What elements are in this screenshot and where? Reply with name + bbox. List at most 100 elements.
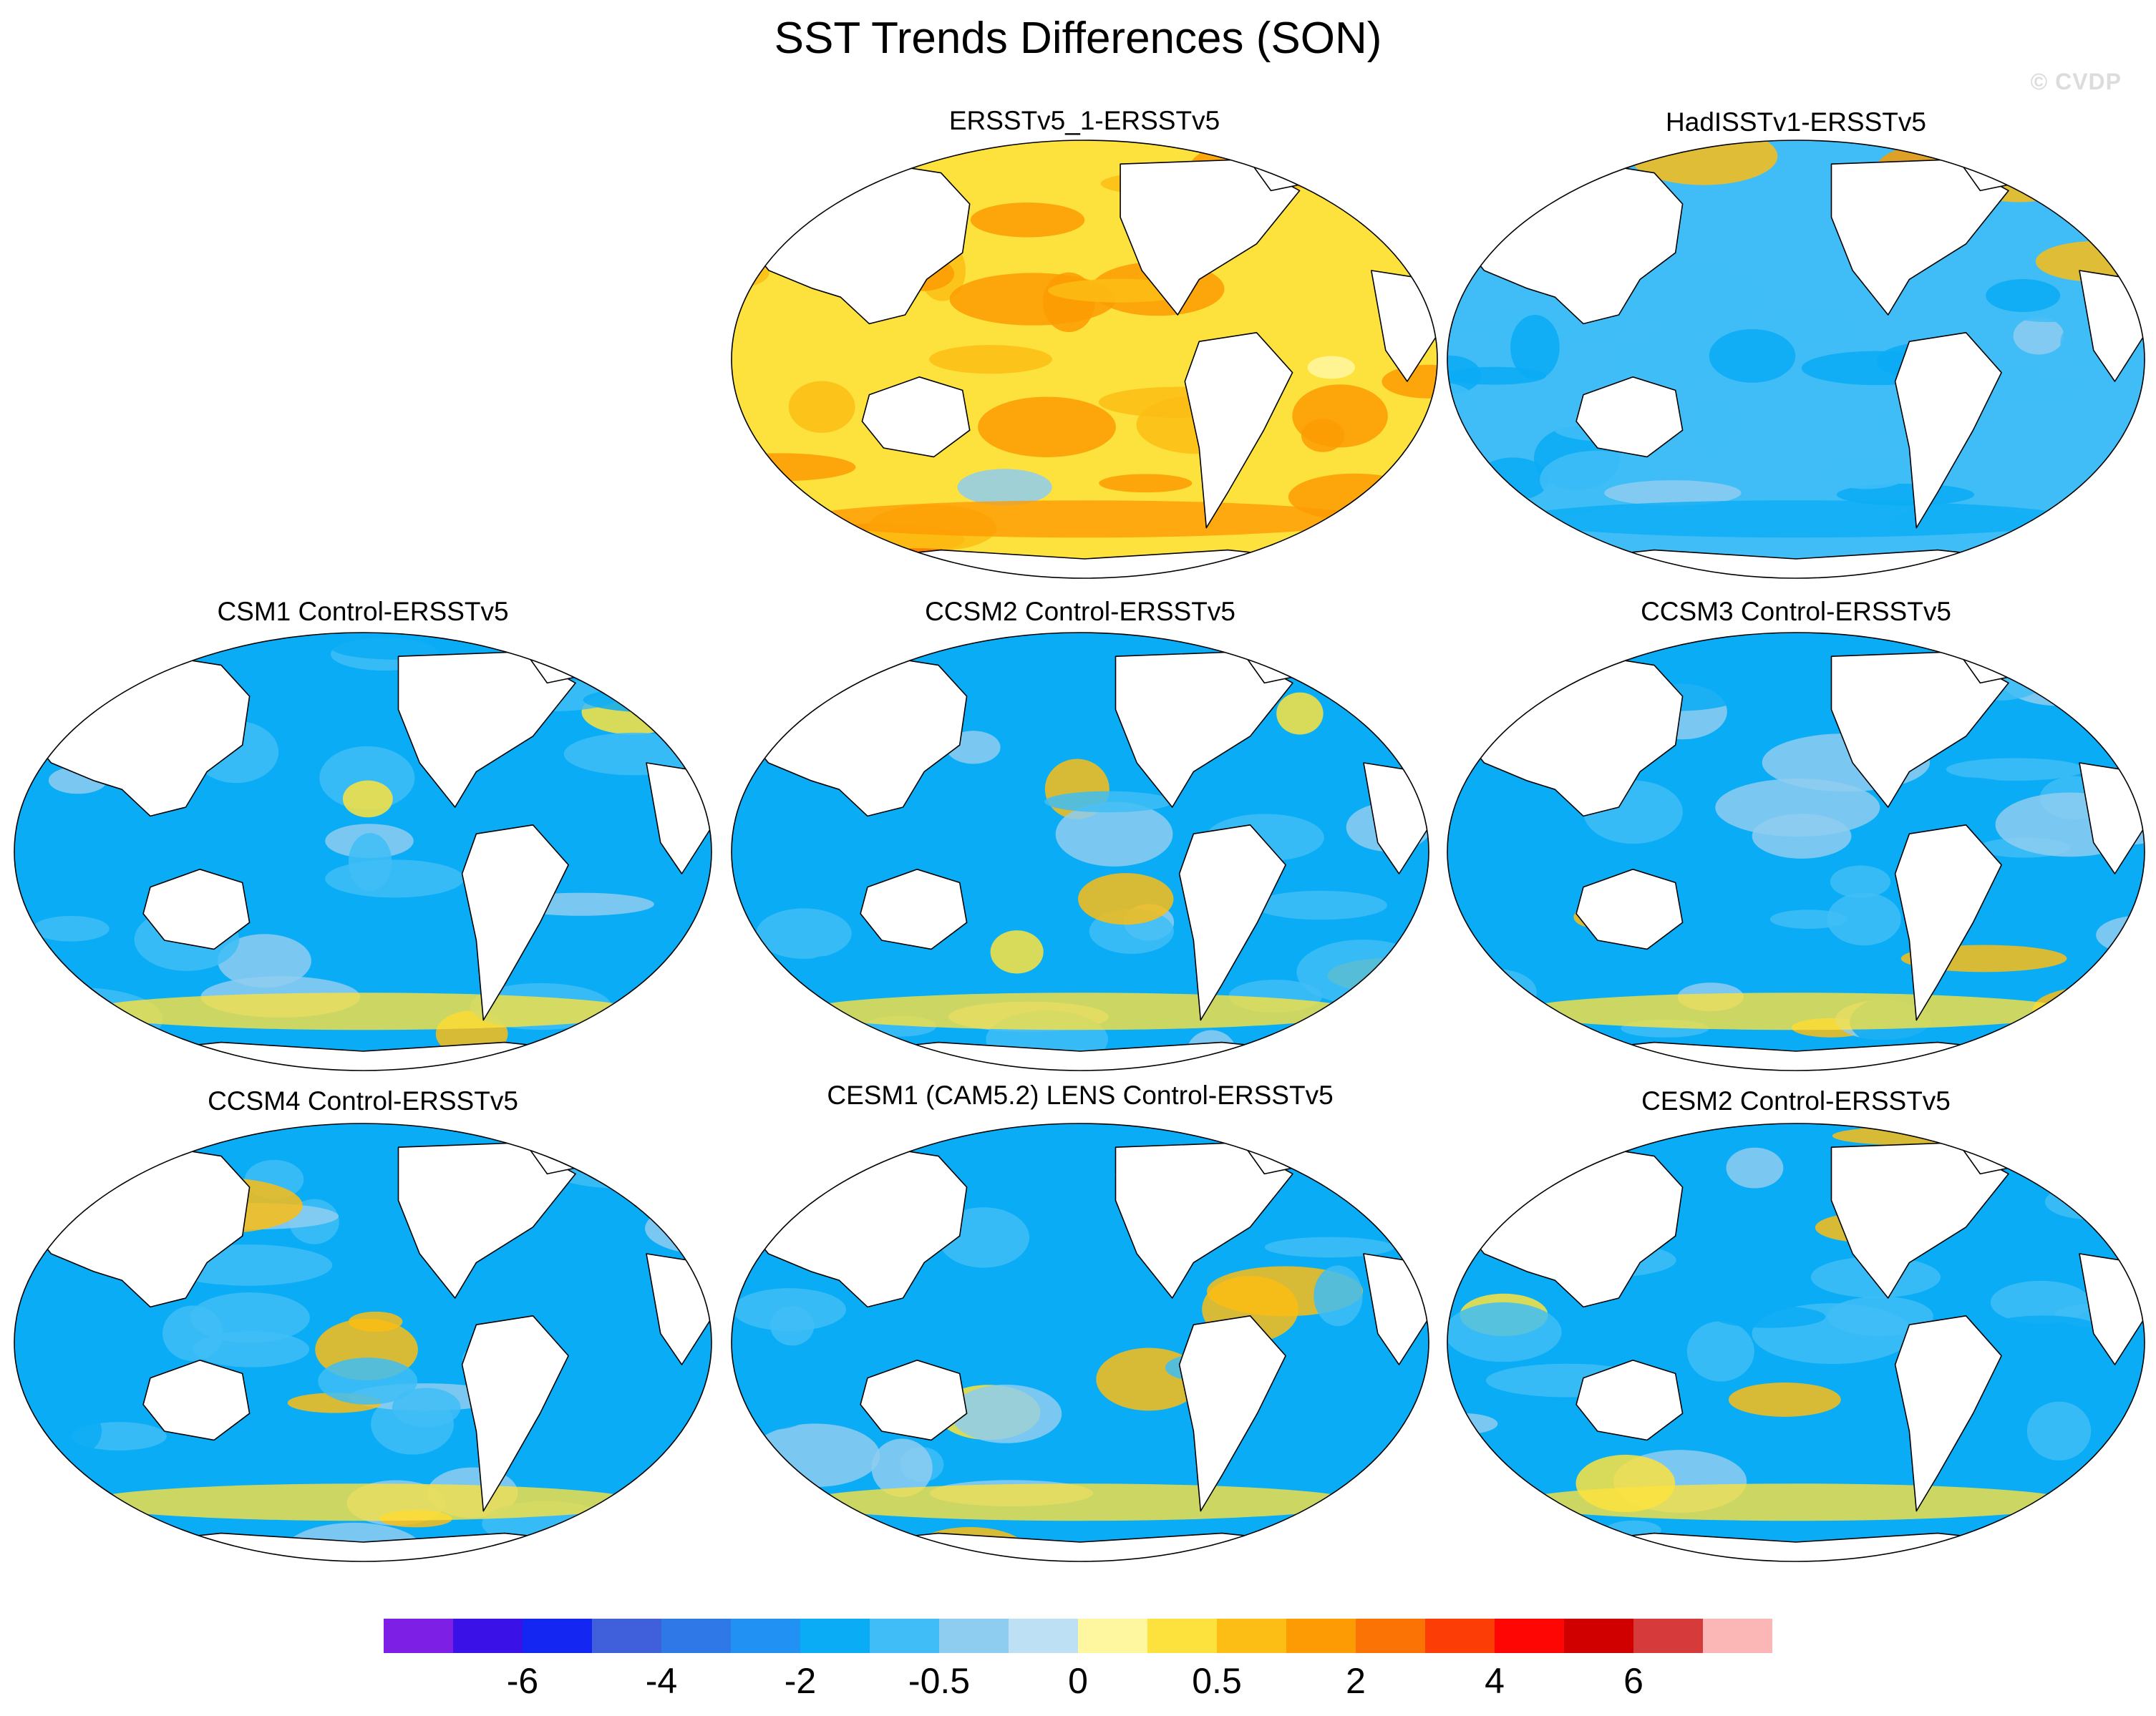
- trend-contour: [970, 203, 1085, 238]
- land-samerica: [1184, 331, 1293, 529]
- colorbar-bin: [661, 1619, 732, 1653]
- map-csm1: [14, 632, 712, 1071]
- colorbar-bin: [1564, 1619, 1634, 1653]
- map-panel-ccsm4: CCSM4 Control-ERSSTv5: [9, 1081, 717, 1562]
- trend-contour: [331, 636, 467, 660]
- trend-contour: [1264, 1237, 1394, 1258]
- land-samerica: [1178, 1315, 1286, 1512]
- colorbar-bin: [939, 1619, 1009, 1653]
- trend-contour: [871, 1438, 933, 1497]
- colorbar-tick-label: -4: [645, 1661, 678, 1701]
- trend-contour: [618, 635, 712, 660]
- trend-contour: [619, 1524, 712, 1551]
- land-australia: [142, 1359, 251, 1441]
- land-samerica: [1894, 824, 2002, 1021]
- trend-contour: [558, 1126, 653, 1150]
- trend-contour: [2013, 317, 2064, 355]
- trend-contour: [1990, 1280, 2091, 1324]
- trend-contour: [621, 1015, 712, 1068]
- trend-contour: [2093, 1150, 2145, 1189]
- colorbar-tick-label: 6: [1623, 1661, 1643, 1701]
- colorbar-tick-label: 4: [1485, 1661, 1505, 1701]
- trend-contour: [1447, 355, 1482, 395]
- map-panel-ersstv5-1: ERSSTv5_1-ERSSTv5: [726, 100, 1443, 579]
- map-ccsm2: [731, 632, 1429, 1071]
- colorbar-bin: [1356, 1619, 1426, 1653]
- colorbar-bin: [1425, 1619, 1495, 1653]
- panel-title: CESM2 Control-ERSSTv5: [1641, 1086, 1951, 1116]
- map-ccsm4: [14, 1123, 712, 1562]
- map-border: [1447, 1123, 2145, 1562]
- panel-title: CCSM2 Control-ERSSTv5: [925, 597, 1235, 626]
- trend-contour: [517, 633, 647, 656]
- land-australia: [860, 868, 968, 950]
- colorbar-tick-label: -6: [506, 1661, 539, 1701]
- panel-title: HadISSTv1-ERSSTv5: [1666, 107, 1926, 137]
- colorbar-bin: [1703, 1619, 1772, 1653]
- trend-contour: [788, 381, 855, 433]
- colorbar-bin: [731, 1619, 801, 1653]
- trend-contour: [951, 1384, 1062, 1443]
- trend-contour: [325, 859, 465, 898]
- trend-contour: [342, 780, 393, 818]
- trend-contour: [1611, 949, 1701, 994]
- trend-contour: [1099, 474, 1193, 493]
- land-australia: [860, 1359, 968, 1441]
- trend-contour: [732, 497, 769, 515]
- trend-contour: [1296, 940, 1429, 1005]
- land-australia: [142, 868, 251, 950]
- colorbar-tick-label: -0.5: [908, 1661, 971, 1701]
- map-border: [731, 1123, 1429, 1562]
- trend-contour: [1447, 382, 1475, 420]
- map-ccsm3: [1447, 632, 2145, 1071]
- trend-contour: [1254, 890, 1387, 920]
- land-australia: [1575, 376, 1684, 458]
- colorbar-bin: [523, 1619, 593, 1653]
- trend-contour: [162, 1305, 223, 1361]
- trend-contour: [2090, 1469, 2141, 1493]
- trend-contour: [1313, 1265, 1363, 1327]
- trend-contour: [559, 917, 707, 952]
- map-border: [1447, 140, 2145, 579]
- trend-contour: [732, 833, 787, 878]
- trend-contour: [628, 634, 712, 701]
- colorbar-bin: [1217, 1619, 1287, 1653]
- colorbar-bin: [1009, 1619, 1079, 1653]
- trend-contour: [1964, 874, 2100, 894]
- southern-ocean-band: [1517, 1483, 2075, 1521]
- trend-contour: [732, 1387, 815, 1430]
- land-australia: [1575, 1359, 1684, 1441]
- map-panel-ccsm2: CCSM2 Control-ERSSTv5: [726, 594, 1434, 1071]
- trend-contour: [1709, 328, 1796, 383]
- southern-ocean-band: [84, 993, 642, 1030]
- panel-title: ERSSTv5_1-ERSSTv5: [948, 106, 1220, 135]
- colorbar: [384, 1619, 1772, 1653]
- trend-contour: [1453, 968, 1537, 1015]
- trend-contour: [1830, 865, 1891, 898]
- trend-contour: [957, 469, 1052, 506]
- colorbar-tick-label: 0: [1068, 1661, 1088, 1701]
- trend-contour: [749, 550, 867, 569]
- trend-contour: [732, 525, 802, 578]
- trend-contour: [558, 1162, 704, 1189]
- colorbar-tick-label: 0.5: [1192, 1661, 1242, 1701]
- trend-contour: [2044, 1184, 2135, 1220]
- colorbar-bin: [384, 1619, 454, 1653]
- land-samerica: [1178, 824, 1286, 1021]
- southern-ocean-band: [801, 1483, 1359, 1521]
- trend-contour: [732, 673, 809, 721]
- trend-contour: [487, 795, 615, 822]
- trend-contour: [1713, 1305, 1826, 1328]
- colorbar-bin: [1495, 1619, 1565, 1653]
- panel-title: CCSM4 Control-ERSSTv5: [208, 1086, 518, 1116]
- trend-contour: [1447, 1302, 1562, 1362]
- trend-contour: [2063, 677, 2145, 724]
- trend-contour: [81, 1040, 179, 1065]
- land-samerica: [1894, 1315, 2002, 1512]
- map-border: [1447, 632, 2145, 1071]
- trend-contour: [1276, 692, 1324, 735]
- trend-contour: [1715, 779, 1880, 837]
- trend-contour: [2026, 1401, 2092, 1461]
- map-panel-cesm2: CESM2 Control-ERSSTv5: [1442, 1081, 2150, 1562]
- trend-contour: [1689, 399, 1739, 454]
